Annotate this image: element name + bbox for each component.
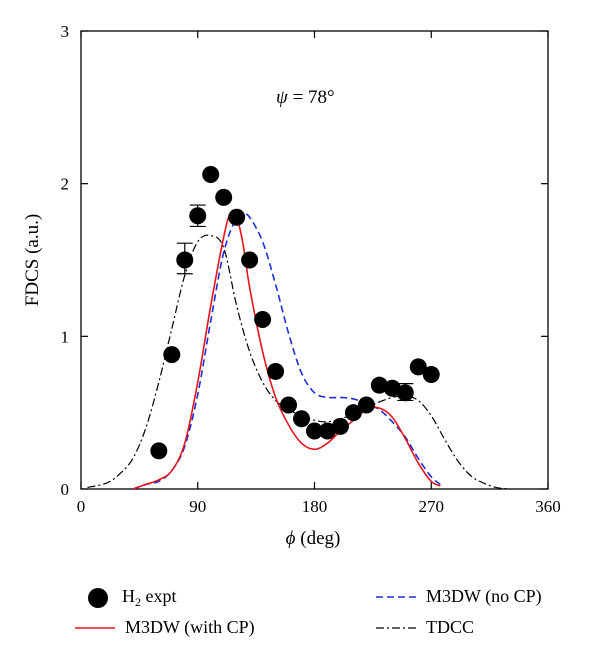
y-axis-title: FDCS (a.u.) <box>22 214 43 306</box>
data-point <box>331 417 349 435</box>
x-axis-title: ϕ (deg) <box>286 528 341 549</box>
y-tick-label: 3 <box>61 22 70 41</box>
data-point <box>228 208 246 226</box>
axis-ticks <box>80 30 549 490</box>
data-point <box>306 422 323 440</box>
x-tick-label: 0 <box>77 497 86 516</box>
y-tick-label: 1 <box>61 327 70 346</box>
data-point <box>344 404 362 422</box>
data-point <box>370 376 388 394</box>
data-point <box>189 207 207 225</box>
legend-item-no-cp: M3DW (no CP) <box>376 586 542 607</box>
series-line-m3dw-no-cp <box>132 212 441 490</box>
legend-item-expt: H2 expt <box>86 586 177 610</box>
data-point <box>383 379 401 397</box>
legend-swatch-tdcc <box>376 626 416 629</box>
series-line-tdcc <box>87 234 510 490</box>
data-point <box>280 396 298 414</box>
x-tick-label: 360 <box>535 497 561 516</box>
series-line-m3dw-with-cp <box>132 211 441 490</box>
x-tick-label: 270 <box>419 497 445 516</box>
legend-swatch-no-cp <box>376 595 416 598</box>
data-point <box>422 366 440 383</box>
legend-item-tdcc: TDCC <box>376 617 474 638</box>
legend-item-with-cp: M3DW (with CP) <box>75 617 255 638</box>
data-point <box>267 362 285 380</box>
data-point <box>202 166 220 184</box>
data-point <box>176 251 194 269</box>
data-point <box>241 251 259 269</box>
data-point <box>150 442 168 460</box>
data-point <box>357 396 375 414</box>
legend-swatch-expt <box>88 588 108 608</box>
y-tick-label: 2 <box>61 175 70 194</box>
data-point <box>409 358 427 376</box>
x-tick-label: 180 <box>302 497 328 516</box>
legend-label-tdcc: TDCC <box>426 617 475 637</box>
legend-swatch-with-cp <box>75 626 115 629</box>
data-point <box>215 188 233 206</box>
x-tick-label: 90 <box>189 497 206 516</box>
psi-annotation: ψ = 78° <box>276 87 335 108</box>
data-point <box>254 311 272 329</box>
series-markers <box>150 166 440 460</box>
data-point <box>396 384 414 402</box>
y-tick-label: 0 <box>61 480 70 499</box>
data-point <box>293 410 311 428</box>
legend-label-expt: H2 expt <box>122 586 177 609</box>
series-curves <box>87 211 510 490</box>
data-point <box>163 346 181 364</box>
data-point <box>318 422 336 440</box>
legend-label-with-cp: M3DW (with CP) <box>125 617 255 637</box>
legend-label-no-cp: M3DW (no CP) <box>426 586 542 606</box>
tick-labels: 0 90 180 270 360 0 1 2 3 <box>61 22 561 516</box>
